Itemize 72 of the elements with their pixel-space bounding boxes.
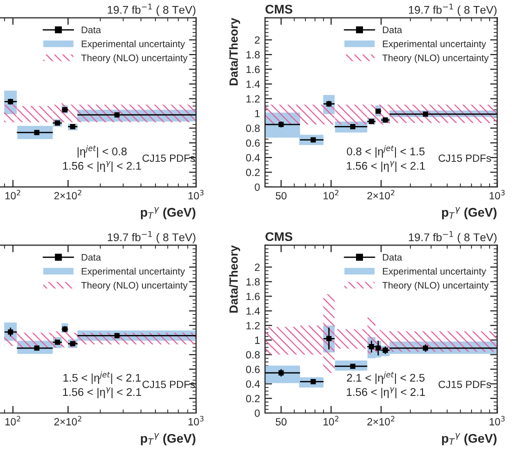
legend-label: Data <box>382 254 402 261</box>
x-axis-title: p$_{T}$$^{γ}$ (GeV) <box>442 433 496 446</box>
x-axis-title: p$_{T}$$^{γ}$ (GeV) <box>140 433 196 446</box>
y-tick-label: 0 <box>254 183 260 191</box>
annotation: 2.1 < |η$^{jet}$| < 2.5 <box>346 371 425 384</box>
y-tick-label: 1.4 <box>246 307 260 315</box>
y-axis-title: Data/Theory <box>229 18 240 86</box>
annotation: 1.56 < |η$^{γ}$| < 2.1 <box>63 387 142 398</box>
y-tick-label: 1.2 <box>246 95 260 102</box>
x-tick-label: 10$^{3}$ <box>490 190 505 200</box>
legend-label: Theory (NLO) uncertainty <box>382 54 489 64</box>
text: 19.7 fb$^{−1}$ ( 8 TeV) <box>408 4 496 16</box>
chart-title: CMS <box>266 232 292 242</box>
legend-label: Theory (NLO) uncertainty <box>382 282 489 290</box>
y-tick-label: 0.2 <box>246 394 260 402</box>
y-axis-title: Data/Theory <box>229 245 240 313</box>
legend-label: Experimental uncertainty <box>82 40 185 50</box>
y-tick-label: 0.6 <box>246 366 260 374</box>
y-tick-label: 1 <box>255 336 260 344</box>
annotation: CJ15 PDFs <box>438 380 491 388</box>
annotation: CJ15 PDFs <box>142 380 195 388</box>
legend-label: Experimental uncertainty <box>382 40 486 50</box>
y-tick-label: 0.8 <box>246 351 260 359</box>
x-tick-label: 10$^{3}$ <box>490 416 505 426</box>
legend-label: Data <box>382 26 402 34</box>
x-axis-title: p$_{T}$$^{γ}$ (GeV) <box>140 207 196 220</box>
x-tick-label: 2×10$^{2}$ <box>54 416 82 426</box>
y-tick-label: 0.4 <box>246 154 260 162</box>
x-tick-label: 10$^{2}$ <box>5 190 20 200</box>
annotation: CJ15 PDFs <box>438 154 491 162</box>
chart-title: CMS <box>266 4 292 14</box>
x-tick-label: 10$^{2}$ <box>324 190 338 200</box>
annotation: 0.8 < |η$^{jet}$| < 1.5 <box>346 145 425 158</box>
annotation: |η$^{jet}$| < 0.8 <box>78 145 127 158</box>
x-tick-label: 2×10$^{2}$ <box>367 190 394 200</box>
legend-label: Experimental uncertainty <box>382 268 486 276</box>
x-tick-label: 10$^{2}$ <box>324 416 338 426</box>
annotation: 1.5 < |η$^{jet}$| < 2.1 <box>63 371 141 384</box>
y-tick-label: 0 <box>254 410 260 417</box>
y-tick-label: 0.4 <box>246 380 260 388</box>
legend-label: Data <box>82 254 101 261</box>
y-tick-label: 1.4 <box>246 80 260 88</box>
annotation: 1.56 < |η$^{γ}$| < 2.1 <box>346 387 425 398</box>
y-tick-label: 1.2 <box>246 322 260 330</box>
y-tick-label: 2 <box>254 264 260 271</box>
y-tick-label: 1 <box>255 110 260 118</box>
text: 19.7 fb$^{−1}$ ( 8 TeV) <box>108 231 196 244</box>
y-tick-label: 1.8 <box>246 278 260 286</box>
text: 19.7 fb$^{−1}$ ( 8 TeV) <box>108 4 196 16</box>
legend-label: Theory (NLO) uncertainty <box>81 54 188 64</box>
legend-label: Experimental uncertainty <box>82 268 185 276</box>
y-tick-label: 0.8 <box>246 124 260 132</box>
x-tick-label: 2×10$^{2}$ <box>367 416 394 426</box>
annotation: CJ15 PDFs <box>142 154 195 162</box>
annotation: 1.56 < |η$^{γ}$| < 2.1 <box>346 161 425 172</box>
x-tick-label: 50 <box>276 192 286 200</box>
y-tick-label: 1.6 <box>246 292 260 300</box>
x-axis-title: p$_{T}$$^{γ}$ (GeV) <box>442 207 496 220</box>
y-tick-label: 0.6 <box>246 139 260 147</box>
x-tick-label: 2×10$^{2}$ <box>54 190 82 200</box>
legend-label: Data <box>82 26 101 34</box>
legend-label: Theory (NLO) uncertainty <box>81 282 188 290</box>
annotation: 1.56 < |η$^{γ}$| < 2.1 <box>63 161 142 172</box>
x-tick-label: 10$^{3}$ <box>188 190 204 200</box>
text: 19.7 fb$^{−1}$ ( 8 TeV) <box>408 231 496 244</box>
x-tick-label: 10$^{3}$ <box>188 416 204 426</box>
y-tick-label: 2 <box>254 36 260 44</box>
x-tick-label: 50 <box>276 418 286 426</box>
y-tick-label: 1.6 <box>246 66 260 74</box>
y-tick-label: 0.2 <box>246 168 260 176</box>
y-tick-label: 1.8 <box>246 51 260 58</box>
x-tick-label: 10$^{2}$ <box>5 416 20 426</box>
